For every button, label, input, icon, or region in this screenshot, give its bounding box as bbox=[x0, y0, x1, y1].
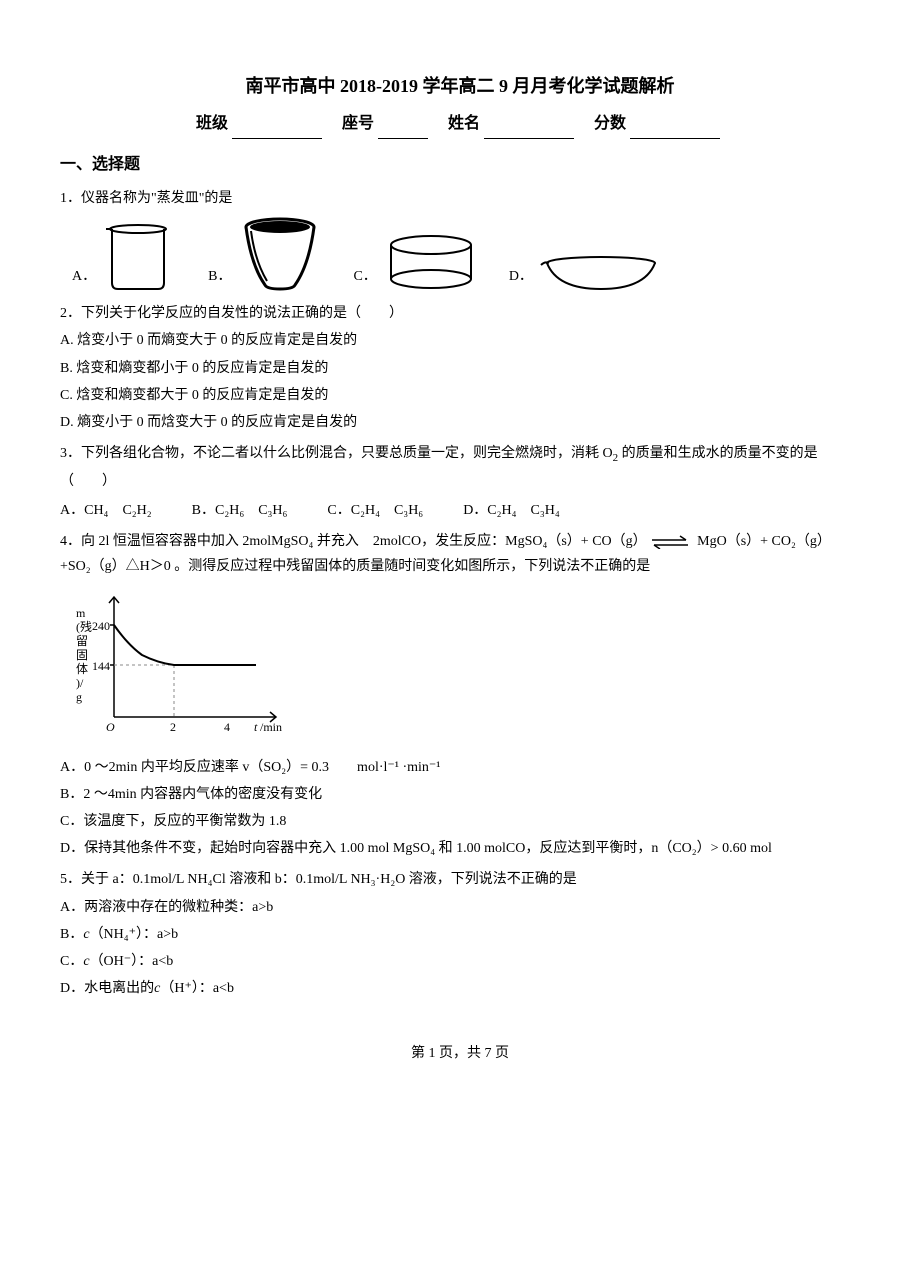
student-info-line: 班级 座号 姓名 分数 bbox=[60, 110, 860, 139]
q5-b-post: （NH₄⁺）：a>b bbox=[90, 927, 179, 942]
svg-text:固: 固 bbox=[76, 648, 88, 662]
page-title: 南平市高中 2018-2019 学年高二 9 月月考化学试题解析 bbox=[60, 70, 860, 102]
q2-b: B. 焓变和熵变都小于 0 的反应肯定是自发的 bbox=[60, 356, 860, 381]
q1-option-a: A． bbox=[72, 221, 178, 293]
q5-d-pre: D．水电离出的 bbox=[60, 981, 154, 996]
question-4: 4．向 2l 恒温恒容容器中加入 2molMgSO₄ 并充入 2molCO，发生… bbox=[60, 529, 860, 861]
q3-stem: 3．下列各组化合物，不论二者以什么比例混合，只要总质量一定，则完全燃烧时，消耗 … bbox=[60, 441, 860, 494]
q5-d-post: （H⁺）：a<b bbox=[160, 981, 234, 996]
q5-stem: 5．关于 a：0.1mol/L NH₄Cl 溶液和 b：0.1mol/L NH₃… bbox=[60, 867, 860, 892]
crucible-icon bbox=[237, 215, 323, 293]
name-label: 姓名 bbox=[448, 115, 480, 132]
q2-d: D. 熵变小于 0 而焓变大于 0 的反应肯定是自发的 bbox=[60, 410, 860, 435]
q4-c: C．该温度下，反应的平衡常数为 1.8 bbox=[60, 809, 860, 834]
q3-stem-a: 3．下列各组化合物，不论二者以什么比例混合，只要总质量一定，则完全燃烧时，消耗 … bbox=[60, 446, 613, 461]
class-blank bbox=[232, 121, 322, 139]
evaporating-dish-icon bbox=[539, 253, 659, 293]
q3-c: C．C₂H₄ C₃H₆ bbox=[327, 498, 423, 523]
class-label: 班级 bbox=[196, 115, 228, 132]
q2-stem: 2．下列关于化学反应的自发性的说法正确的是（ ） bbox=[60, 301, 860, 326]
score-label: 分数 bbox=[594, 115, 626, 132]
svg-text:4: 4 bbox=[224, 720, 230, 734]
svg-text:/min: /min bbox=[260, 720, 282, 734]
question-3: 3．下列各组化合物，不论二者以什么比例混合，只要总质量一定，则完全燃烧时，消耗 … bbox=[60, 441, 860, 523]
q1-label-b: B． bbox=[208, 264, 231, 293]
q1-label-c: C． bbox=[353, 264, 376, 293]
svg-text:2: 2 bbox=[170, 720, 176, 734]
q1-option-c: C． bbox=[353, 233, 478, 293]
q3-options: A．CH₄ C₂H₂ B．C₂H₆ C₃H₆ C．C₂H₄ C₃H₆ D．C₂H… bbox=[60, 498, 860, 523]
q3-a: A．CH₄ C₂H₂ bbox=[60, 498, 152, 523]
q4-stem-a: 4．向 2l 恒温恒容容器中加入 2molMgSO₄ 并充入 2molCO，发生… bbox=[60, 534, 647, 549]
q1-stem: 1．仪器名称为"蒸发皿"的是 bbox=[60, 186, 860, 211]
q4-a: A．0 ～2min 内平均反应速率 v（SO₂）= 0.3 mol·l⁻¹ ·m… bbox=[60, 755, 860, 780]
svg-text:(残: (残 bbox=[76, 620, 92, 634]
score-blank bbox=[630, 121, 720, 139]
q3-b: B．C₂H₆ C₃H₆ bbox=[192, 498, 288, 523]
page-footer: 第 1 页，共 7 页 bbox=[60, 1041, 860, 1066]
q1-option-d: D． bbox=[509, 253, 659, 293]
cylinder-dish-icon bbox=[383, 233, 479, 293]
q4-chart: 240 144 2 4 O m (残 留 固 体 )/ g t /min bbox=[66, 587, 860, 746]
svg-text:g: g bbox=[76, 690, 82, 704]
q5-c-pre: C． bbox=[60, 954, 83, 969]
section-heading: 一、选择题 bbox=[60, 151, 860, 180]
question-1: 1．仪器名称为"蒸发皿"的是 A． B． C． bbox=[60, 186, 860, 293]
mass-time-chart: 240 144 2 4 O m (残 留 固 体 )/ g t /min bbox=[66, 587, 296, 737]
q5-c: C．c（OH⁻）：a<b bbox=[60, 949, 860, 974]
question-2: 2．下列关于化学反应的自发性的说法正确的是（ ） A. 焓变小于 0 而熵变大于… bbox=[60, 301, 860, 435]
q5-c-post: （OH⁻）：a<b bbox=[90, 954, 174, 969]
q2-c: C. 焓变和熵变都大于 0 的反应肯定是自发的 bbox=[60, 383, 860, 408]
seat-blank bbox=[378, 121, 428, 139]
q3-d: D．C₂H₄ C₃H₄ bbox=[463, 498, 560, 523]
q2-a: A. 焓变小于 0 而熵变大于 0 的反应肯定是自发的 bbox=[60, 328, 860, 353]
svg-text:体: 体 bbox=[76, 662, 88, 676]
q5-b: B．c（NH₄⁺）：a>b bbox=[60, 922, 860, 947]
question-5: 5．关于 a：0.1mol/L NH₄Cl 溶液和 b：0.1mol/L NH₃… bbox=[60, 867, 860, 1001]
q1-option-b: B． bbox=[208, 215, 323, 293]
name-blank bbox=[484, 121, 574, 139]
beaker-icon bbox=[102, 221, 178, 293]
svg-text:240: 240 bbox=[92, 619, 110, 633]
svg-text:)/: )/ bbox=[76, 676, 84, 690]
q4-b: B．2 ～4min 内容器内气体的密度没有变化 bbox=[60, 782, 860, 807]
svg-text:O: O bbox=[106, 720, 115, 734]
q1-label-d: D． bbox=[509, 264, 533, 293]
q3-sub: 2 bbox=[613, 452, 619, 464]
svg-text:m: m bbox=[76, 606, 86, 620]
svg-text:留: 留 bbox=[76, 634, 88, 648]
q5-b-pre: B． bbox=[60, 927, 83, 942]
q1-options: A． B． C． bbox=[72, 215, 860, 293]
q4-d: D．保持其他条件不变，起始时向容器中充入 1.00 mol MgSO₄ 和 1.… bbox=[60, 836, 860, 861]
equilibrium-arrow-icon bbox=[650, 535, 690, 549]
svg-text:144: 144 bbox=[92, 659, 110, 673]
q5-a: A．两溶液中存在的微粒种类：a>b bbox=[60, 895, 860, 920]
q1-label-a: A． bbox=[72, 264, 96, 293]
q5-d: D．水电离出的c（H⁺）：a<b bbox=[60, 976, 860, 1001]
seat-label: 座号 bbox=[342, 115, 374, 132]
q4-stem: 4．向 2l 恒温恒容容器中加入 2molMgSO₄ 并充入 2molCO，发生… bbox=[60, 529, 860, 579]
